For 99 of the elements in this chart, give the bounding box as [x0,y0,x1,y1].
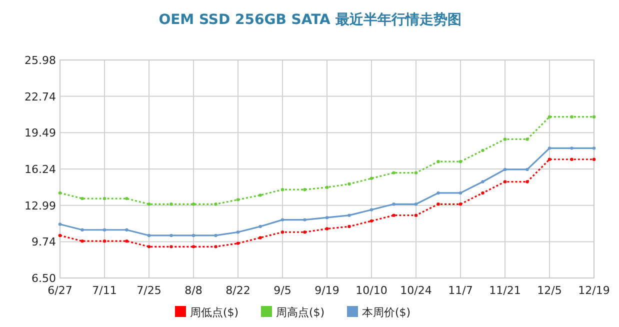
point [481,180,484,184]
point [170,245,173,248]
x-tick-label: 12/5 [537,284,562,297]
point [58,191,62,195]
point [80,239,84,243]
point [214,202,218,206]
point [592,146,596,150]
point [592,158,596,161]
x-tick-label: 6/27 [48,284,72,297]
x-tick-label: 10/24 [400,284,432,297]
point [526,180,529,184]
x-tick-label: 9/5 [274,284,292,297]
point [392,214,396,217]
x-tick-label: 7/25 [136,284,162,297]
chart-title: OEM SSD 256GB SATA 最近半年行情走势图 [158,11,462,28]
point [458,160,462,164]
point [392,202,396,206]
point [458,202,462,206]
point [214,245,218,248]
point [102,239,106,243]
point [147,234,151,238]
point [481,191,484,195]
point [548,146,552,150]
point [392,171,396,174]
point [236,198,240,202]
point [570,158,574,161]
point [414,214,418,217]
point [436,202,440,206]
y-tick-label: 25.98 [24,54,56,67]
point [414,171,418,174]
point [370,219,374,223]
legend-label: 周高点($) [276,306,325,319]
x-tick-label: 7/11 [92,284,117,297]
x-tick-label: 9/19 [314,284,340,297]
point [280,188,284,192]
point [325,216,329,220]
point [526,138,529,141]
point [80,228,84,232]
point [125,196,128,200]
point [436,160,440,164]
x-tick-label: 11/21 [489,284,521,297]
point [102,228,106,232]
point [58,222,62,226]
point [147,245,151,248]
point [348,182,351,186]
point [102,196,106,200]
point [192,234,196,238]
point [258,236,262,240]
point [481,148,484,152]
point [414,202,418,206]
point [236,230,240,234]
y-tick-label: 6.50 [32,272,56,285]
y-tick-label: 12.99 [24,199,56,212]
point [436,191,440,195]
x-tick-label: 11/7 [448,284,473,297]
legend-label: 周低点($) [190,306,239,319]
point [236,242,240,245]
y-tick-label: 22.74 [24,90,56,104]
y-tick-label: 19.49 [24,126,56,140]
point [370,208,374,212]
y-tick-label: 9.74 [32,236,56,249]
point [303,188,306,192]
point [503,138,507,141]
point [192,245,196,248]
point [548,158,552,161]
point [570,115,574,118]
point [80,196,84,200]
x-tick-label: 8/8 [184,284,202,297]
point [125,239,128,243]
point [570,146,574,150]
point [147,202,151,206]
point [503,168,507,172]
point [370,176,374,180]
point [214,234,218,238]
point [325,186,329,189]
point [548,115,552,118]
point [348,214,351,217]
point [592,115,596,118]
point [325,227,329,230]
point [258,194,262,197]
point [192,202,196,206]
point [125,228,128,232]
point [526,168,529,172]
x-tick-label: 12/19 [578,284,610,297]
point [258,224,262,228]
point [303,218,306,222]
legend-label: 本周价($) [362,306,411,319]
point [280,230,284,234]
point [303,230,306,234]
x-tick-label: 10/10 [356,284,388,297]
point [503,180,507,184]
point [170,234,173,238]
point [458,191,462,195]
point [348,224,351,228]
y-tick-label: 16.24 [24,163,56,176]
point [58,234,62,238]
x-tick-label: 8/22 [226,284,250,297]
point [280,218,284,222]
point [170,202,173,206]
